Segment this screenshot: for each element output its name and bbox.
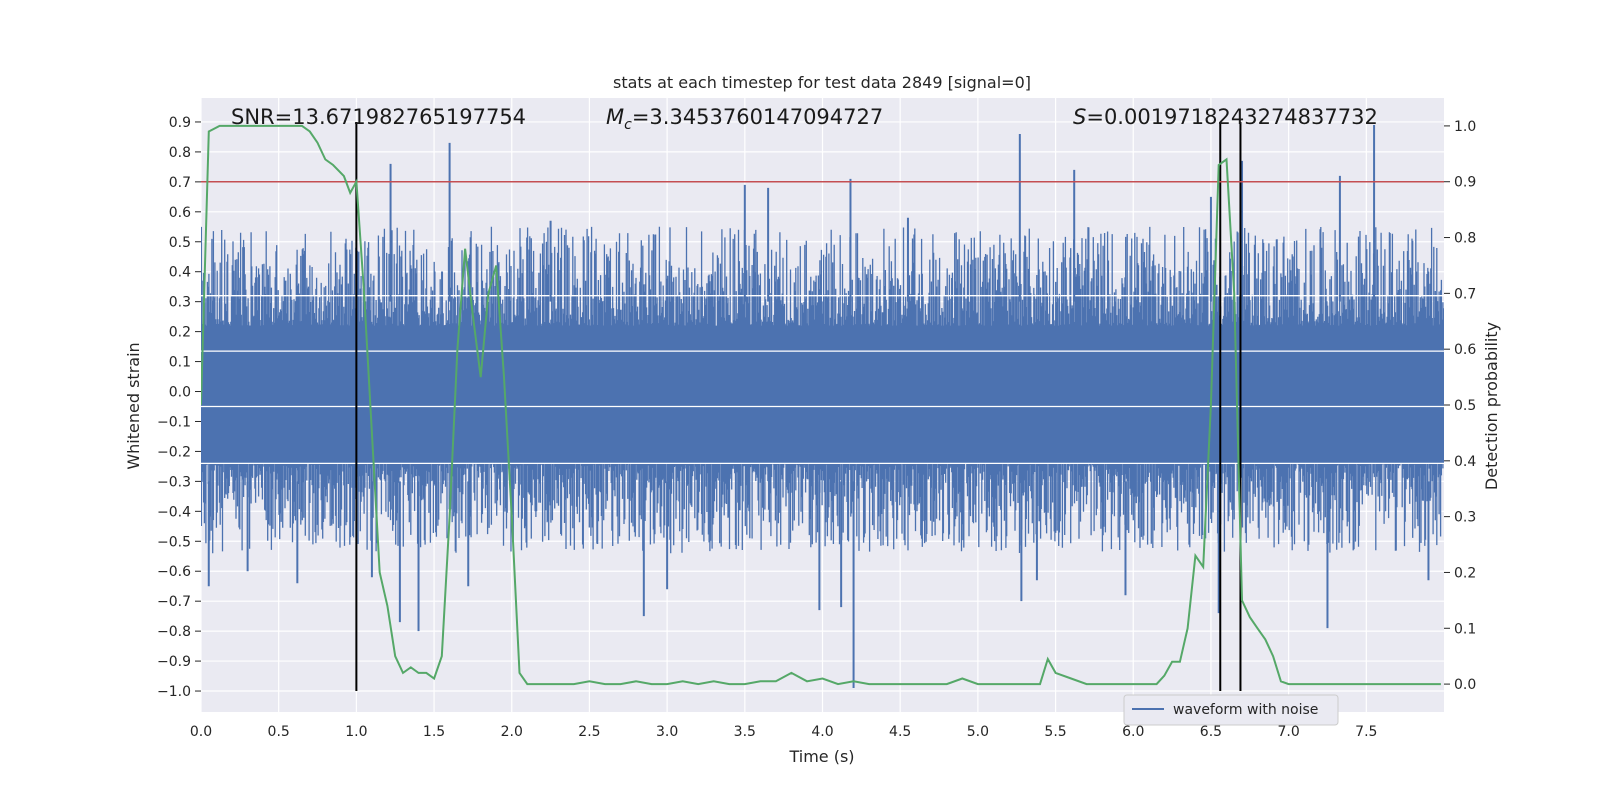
y-right-tick-label: 0.2 [1454,565,1476,581]
y-right-tick-label: 0.4 [1454,454,1476,470]
y-left-tick-label: −0.5 [157,534,191,550]
y-left-tick-label: −0.8 [157,624,191,640]
y-left-tick-label: 0.8 [169,145,191,161]
x-tick-label: 0.5 [268,724,290,740]
chirp-mass-annotation: Mc=3.3453760147094727 [606,105,883,133]
y-left-tick-label: 0.1 [169,355,191,371]
y-left-tick-label: −0.2 [157,444,191,460]
mc-subscript: c [624,117,632,133]
y-right-tick-label: 0.0 [1454,677,1476,693]
x-tick-label: 5.5 [1044,724,1066,740]
y-right-tick-label: 0.7 [1454,286,1476,302]
y-left-tick-label: −0.1 [157,414,191,430]
x-tick-label: 3.5 [734,724,756,740]
x-tick-label: 6.0 [1122,724,1144,740]
x-tick-label: 5.0 [967,724,989,740]
y-left-tick-label: 0.5 [169,235,191,251]
y-left-tick-label: 0.3 [169,295,191,311]
chart-title: stats at each timestep for test data 284… [613,73,1031,92]
snr-annotation: SNR=13.671982765197754 [231,105,526,129]
x-tick-label: 1.5 [423,724,445,740]
y-left-tick-label: −1.0 [157,684,191,700]
x-tick-label: 7.0 [1277,724,1299,740]
x-tick-label: 7.5 [1355,724,1377,740]
y-right-tick-label: 0.8 [1454,231,1476,247]
y-axis-left-title: Whitened strain [124,342,143,469]
x-tick-label: 4.5 [889,724,911,740]
vertical-markers [355,121,1242,692]
y-right-tick-label: 0.1 [1454,621,1476,637]
y-left-tick-label: 0.9 [169,115,191,131]
y-right-tick-label: 0.5 [1454,398,1476,414]
mc-symbol: M [606,105,624,129]
y-left-tick-label: 0.2 [169,325,191,341]
right-axis-ticks: 1.0 0.9 0.8 0.7 0.6 0.5 0.4 0.3 0.2 0.1 0.0 [1444,119,1476,693]
x-axis-title: Time (s) [788,747,854,766]
x-tick-label: 3.0 [656,724,678,740]
y-left-tick-label: −0.6 [157,564,191,580]
y-left-tick-label: −0.7 [157,594,191,610]
x-tick-label: 6.5 [1200,724,1222,740]
y-left-tick-label: −0.9 [157,654,191,670]
mc-value: =3.3453760147094727 [632,105,883,129]
y-right-tick-label: 0.6 [1454,342,1476,358]
y-axis-right-title: Detection probability [1482,322,1501,490]
s-symbol: S [1073,105,1086,129]
y-left-tick-label: 0.4 [169,265,191,281]
x-tick-label: 1.0 [345,724,367,740]
y-right-tick-label: 1.0 [1454,119,1476,135]
s-annotation: S=0.0019718243274837732 [1073,105,1378,129]
y-right-tick-label: 0.9 [1454,175,1476,191]
x-tick-label: 4.0 [811,724,833,740]
x-tick-label: 2.0 [501,724,523,740]
y-right-tick-label: 0.3 [1454,510,1476,526]
waveform-core [201,331,1444,452]
x-tick-label: 0.0 [190,724,212,740]
y-left-tick-label: 0.0 [169,385,191,401]
left-axis-ticks: 0.9 0.8 0.7 0.6 0.5 0.4 0.3 0.2 0.1 0.0 −0.1 −0.2 −0… [157,115,201,700]
y-left-tick-label: −0.4 [157,504,191,520]
probability-line [201,124,1441,686]
legend-label: waveform with noise [1173,702,1318,718]
legend: waveform with noise [1123,694,1339,726]
s-value: =0.0019718243274837732 [1086,105,1378,129]
y-left-tick-label: 0.6 [169,205,191,221]
y-left-tick-label: −0.3 [157,474,191,490]
x-axis-ticks: 0.0 0.5 1.0 1.5 2.0 2.5 3.0 3.5 4.0 4.5 5.0 5.5 6.0 6… [190,724,1378,740]
y-left-tick-label: 0.7 [169,175,191,191]
x-tick-label: 2.5 [578,724,600,740]
legend-box [1123,694,1339,726]
